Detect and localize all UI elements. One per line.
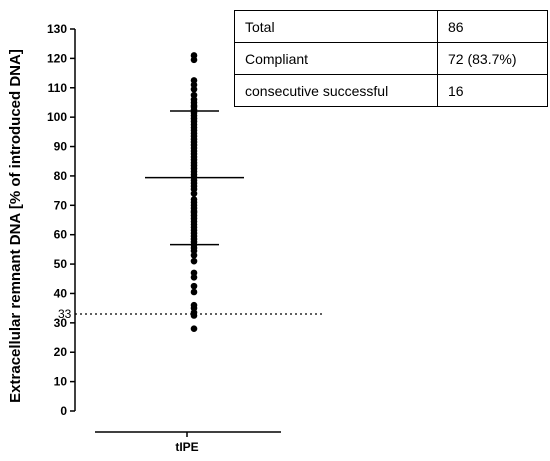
data-point bbox=[190, 282, 198, 290]
data-point bbox=[190, 257, 198, 265]
data-point bbox=[190, 56, 198, 64]
y-tick-label: 100 bbox=[47, 110, 67, 124]
table-row: Compliant 72 (83.7%) bbox=[234, 42, 548, 75]
y-tick-label: 80 bbox=[54, 169, 68, 183]
data-point bbox=[190, 325, 198, 333]
table-row: Total 86 bbox=[234, 10, 548, 43]
y-tick-label: 70 bbox=[54, 198, 68, 212]
x-axis bbox=[95, 431, 281, 437]
y-axis: 0 10 20 30 40 50 60 70 80 90 100 110 120 130 bbox=[47, 22, 76, 418]
summary-table: Total 86 Compliant 72 (83.7%) consecutiv… bbox=[234, 10, 548, 107]
y-tick-label: 110 bbox=[48, 81, 68, 95]
table-row: consecutive successful 16 bbox=[234, 74, 548, 107]
y-tick-label: 130 bbox=[47, 22, 67, 36]
x-category-label: tIPE bbox=[175, 440, 198, 454]
table-cell-value: 86 bbox=[437, 10, 548, 43]
y-tick-label: 40 bbox=[54, 286, 68, 300]
table-cell-label: Total bbox=[234, 10, 438, 43]
y-tick-label: 120 bbox=[47, 51, 67, 65]
y-axis-title: Extracellular remnant DNA [% of introduc… bbox=[7, 49, 24, 403]
reference-line-label: 33 bbox=[58, 307, 72, 321]
reference-line-group: 33 bbox=[58, 307, 325, 321]
data-point bbox=[190, 288, 198, 296]
data-point bbox=[190, 251, 198, 259]
table-cell-label: Compliant bbox=[234, 42, 438, 75]
y-tick-label: 20 bbox=[54, 345, 68, 359]
y-tick-label: 10 bbox=[54, 375, 68, 389]
data-points bbox=[190, 52, 198, 333]
y-tick-label: 90 bbox=[54, 140, 68, 154]
y-tick-label: 0 bbox=[60, 404, 67, 418]
table-cell-value: 16 bbox=[437, 74, 548, 107]
y-tick-label: 50 bbox=[54, 257, 68, 271]
data-point bbox=[190, 312, 198, 319]
data-point bbox=[190, 274, 198, 281]
table-cell-value: 72 (83.7%) bbox=[437, 42, 548, 75]
data-point bbox=[190, 85, 198, 93]
table-cell-label: consecutive successful bbox=[234, 74, 438, 107]
y-tick-label: 60 bbox=[54, 228, 68, 242]
y-tick-label: 30 bbox=[54, 316, 68, 330]
mean-sd-bars bbox=[145, 110, 244, 246]
data-point bbox=[190, 190, 198, 197]
